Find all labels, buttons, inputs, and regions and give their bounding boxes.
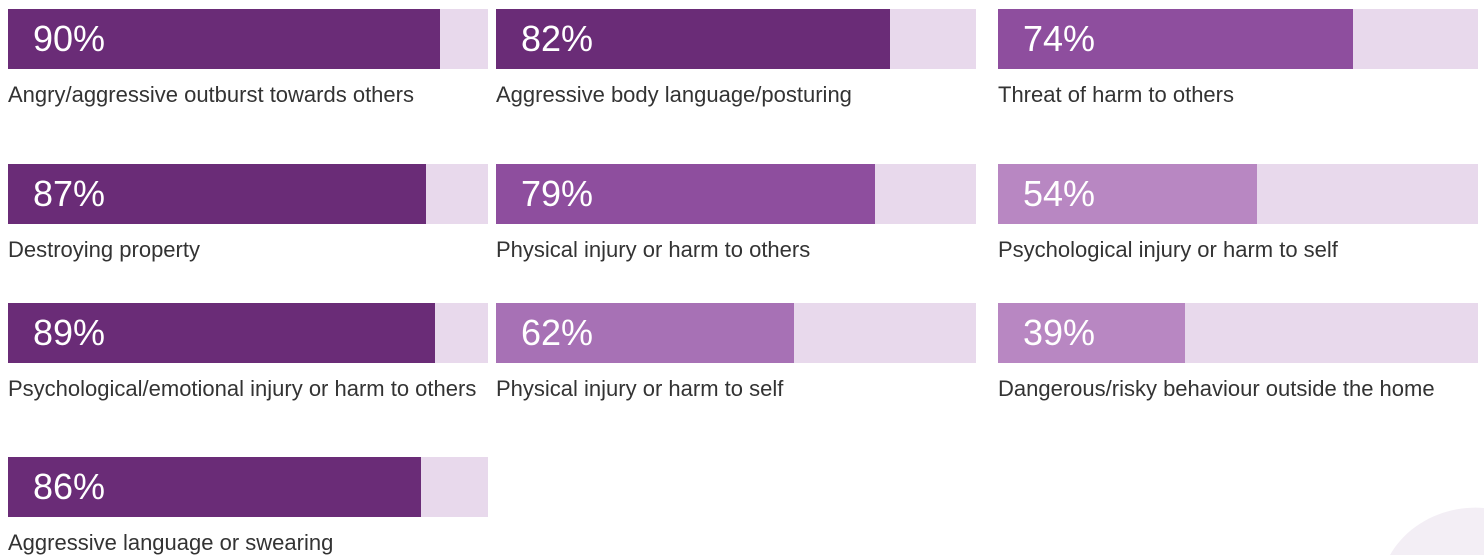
bar-value-label: 82% xyxy=(521,18,594,59)
bar-category-label: Aggressive language or swearing xyxy=(8,530,334,555)
bar xyxy=(998,303,1185,363)
bar-category-label: Threat of harm to others xyxy=(998,82,1234,107)
bar-value-label: 62% xyxy=(521,312,594,353)
bar-track: 54% xyxy=(998,164,1478,224)
bar xyxy=(8,164,426,224)
bar-track: 86% xyxy=(8,457,488,517)
bar-track: 90% xyxy=(8,9,488,69)
bar-track: 89% xyxy=(8,303,488,363)
bar-value-label: 54% xyxy=(1023,173,1096,214)
bar xyxy=(8,303,435,363)
bar-value-label: 90% xyxy=(33,18,106,59)
bar-category-label: Aggressive body language/posturing xyxy=(496,82,852,107)
bar-value-label: 87% xyxy=(33,173,106,214)
bar-value-label: 86% xyxy=(33,466,106,507)
bar-value-label: 74% xyxy=(1023,18,1096,59)
bar-track: 82% xyxy=(496,9,976,69)
bar xyxy=(8,9,440,69)
bar-value-label: 39% xyxy=(1023,312,1096,353)
bar xyxy=(8,457,421,517)
bar-value-label: 79% xyxy=(521,173,594,214)
bar xyxy=(998,9,1353,69)
bar xyxy=(496,9,890,69)
bar-track: 62% xyxy=(496,303,976,363)
bar-category-label: Psychological injury or harm to self xyxy=(998,237,1338,262)
bar-category-label: Psychological/emotional injury or harm t… xyxy=(8,376,477,401)
bar-track: 79% xyxy=(496,164,976,224)
bar-category-label: Destroying property xyxy=(8,237,200,262)
bar-track: 87% xyxy=(8,164,488,224)
bar xyxy=(998,164,1257,224)
bar-value-label: 89% xyxy=(33,312,106,353)
bar-track: 39% xyxy=(998,303,1478,363)
bar-track: 74% xyxy=(998,9,1478,69)
bar xyxy=(496,303,794,363)
bar xyxy=(496,164,875,224)
logo-swoosh-icon xyxy=(1390,507,1484,555)
bar-category-label: Physical injury or harm to others xyxy=(496,237,811,262)
bar-category-label: Dangerous/risky behaviour outside the ho… xyxy=(998,376,1435,401)
bar-category-label: Angry/aggressive outburst towards others xyxy=(8,82,414,107)
bar-category-label: Physical injury or harm to self xyxy=(496,376,784,401)
